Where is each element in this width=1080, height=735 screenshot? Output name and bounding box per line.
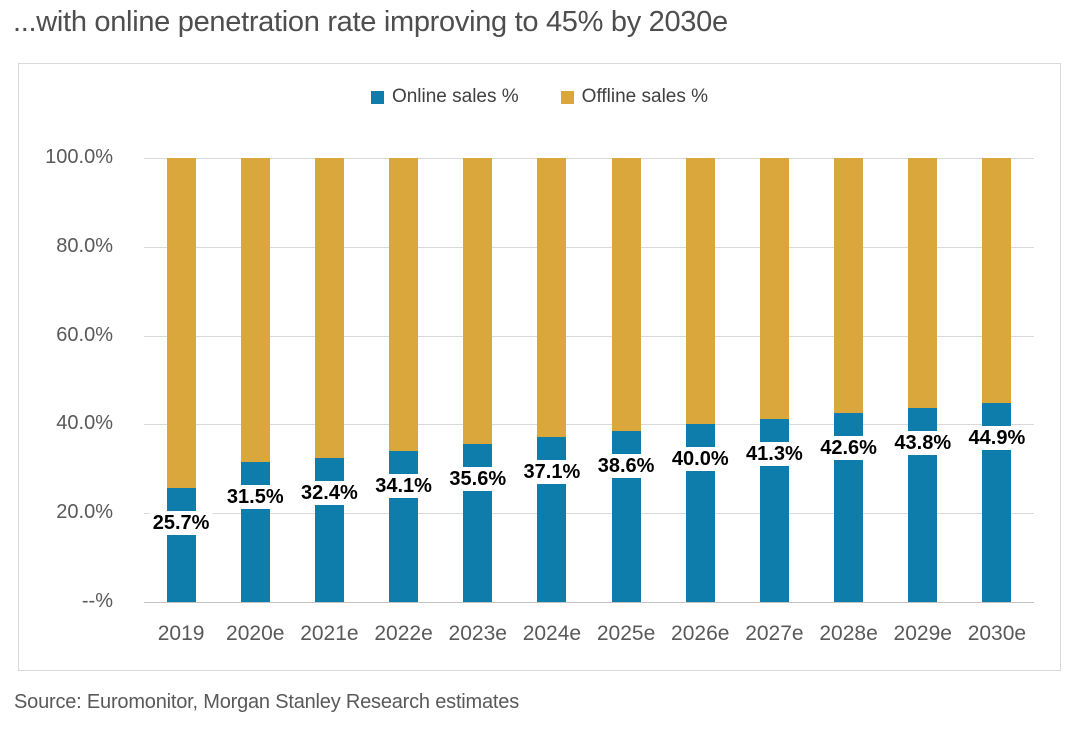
chart-legend: Online sales % Offline sales % <box>19 86 1060 108</box>
bar-offline-segment <box>685 158 715 425</box>
x-tick-label: 2029e <box>893 622 952 645</box>
legend-swatch-icon <box>560 90 574 104</box>
x-tick-label: 2021e <box>300 622 359 645</box>
data-label: 37.1% <box>520 460 584 485</box>
chart-title: ...with online penetration rate improvin… <box>13 6 728 38</box>
x-tick-label: 2022e <box>374 622 433 645</box>
bar-offline-segment <box>759 158 789 419</box>
bar-offline-segment <box>611 158 641 431</box>
bar-offline-segment <box>463 158 493 444</box>
gridline <box>144 335 1034 337</box>
y-tick-label: --% <box>81 590 113 612</box>
data-label: 44.9% <box>965 425 1029 450</box>
x-tick-label: 2027e <box>745 622 804 645</box>
data-label: 31.5% <box>223 485 287 510</box>
x-tick-label: 2028e <box>819 622 878 645</box>
y-tick-label: 60.0% <box>56 323 113 346</box>
gridline <box>144 602 1034 603</box>
gridline <box>144 513 1034 515</box>
x-tick-label: 2019 <box>157 622 205 645</box>
y-tick-label: 80.0% <box>56 234 113 257</box>
gridline <box>144 424 1034 426</box>
legend-label: Online sales % <box>391 86 519 107</box>
data-label: 34.1% <box>372 473 435 498</box>
x-tick-label: 2030e <box>967 622 1027 645</box>
x-tick-label: 2026e <box>671 622 730 645</box>
data-label: 35.6% <box>446 466 510 491</box>
data-label: 41.3% <box>743 441 806 466</box>
bar-offline-segment <box>389 158 419 451</box>
legend-label: Offline sales % <box>581 86 709 107</box>
legend-item: Offline sales % <box>560 86 709 108</box>
bar-offline-segment <box>982 158 1012 403</box>
legend-swatch-icon <box>370 90 384 104</box>
bar-offline-segment <box>240 158 270 463</box>
bar-offline-segment <box>314 158 344 459</box>
data-label: 38.6% <box>594 453 658 478</box>
bar-offline-segment <box>166 158 196 488</box>
x-tick-label: 2020e <box>226 622 285 645</box>
y-tick-label: 100.0% <box>45 146 113 168</box>
bar-online-segment <box>240 462 270 602</box>
legend-item: Online sales % <box>370 86 519 108</box>
bar-online-segment <box>166 487 196 602</box>
gridline <box>144 158 1034 159</box>
bar-offline-segment <box>908 158 938 408</box>
y-tick-label: 40.0% <box>56 412 113 435</box>
data-label: 43.8% <box>891 430 955 455</box>
chart-frame: Online sales % Offline sales % 100.0% 80.0… <box>18 63 1061 671</box>
x-tick-label: 2025e <box>596 622 656 645</box>
data-label: 42.6% <box>817 435 880 460</box>
gridline <box>144 246 1034 248</box>
data-label: 40.0% <box>668 447 732 472</box>
source-note: Source: Euromonitor, Morgan Stanley Rese… <box>14 691 520 713</box>
y-tick-label: 20.0% <box>56 501 113 524</box>
data-label: 32.4% <box>298 481 361 506</box>
bar-offline-segment <box>537 158 567 438</box>
bar-offline-segment <box>834 158 864 413</box>
bar-online-segment <box>314 458 344 602</box>
x-tick-label: 2023e <box>448 622 507 645</box>
data-label: 25.7% <box>149 510 213 535</box>
x-tick-label: 2024e <box>522 622 582 645</box>
